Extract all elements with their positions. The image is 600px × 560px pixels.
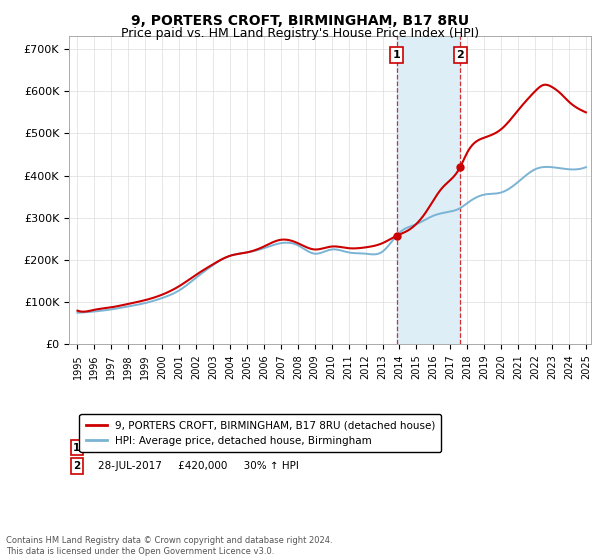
Text: 9, PORTERS CROFT, BIRMINGHAM, B17 8RU: 9, PORTERS CROFT, BIRMINGHAM, B17 8RU bbox=[131, 14, 469, 28]
Text: 28-JUL-2017     £420,000     30% ↑ HPI: 28-JUL-2017 £420,000 30% ↑ HPI bbox=[98, 461, 299, 471]
Text: 31-OCT-2013     £257,500     ≈ HPI: 31-OCT-2013 £257,500 ≈ HPI bbox=[98, 442, 277, 452]
Text: 1: 1 bbox=[393, 50, 400, 60]
Legend: 9, PORTERS CROFT, BIRMINGHAM, B17 8RU (detached house), HPI: Average price, deta: 9, PORTERS CROFT, BIRMINGHAM, B17 8RU (d… bbox=[79, 414, 442, 452]
Text: 2: 2 bbox=[456, 50, 464, 60]
Text: Price paid vs. HM Land Registry's House Price Index (HPI): Price paid vs. HM Land Registry's House … bbox=[121, 27, 479, 40]
Text: Contains HM Land Registry data © Crown copyright and database right 2024.
This d: Contains HM Land Registry data © Crown c… bbox=[6, 536, 332, 556]
Bar bbox=[397, 36, 460, 344]
Text: 1: 1 bbox=[73, 442, 80, 452]
Text: 2: 2 bbox=[73, 461, 80, 471]
